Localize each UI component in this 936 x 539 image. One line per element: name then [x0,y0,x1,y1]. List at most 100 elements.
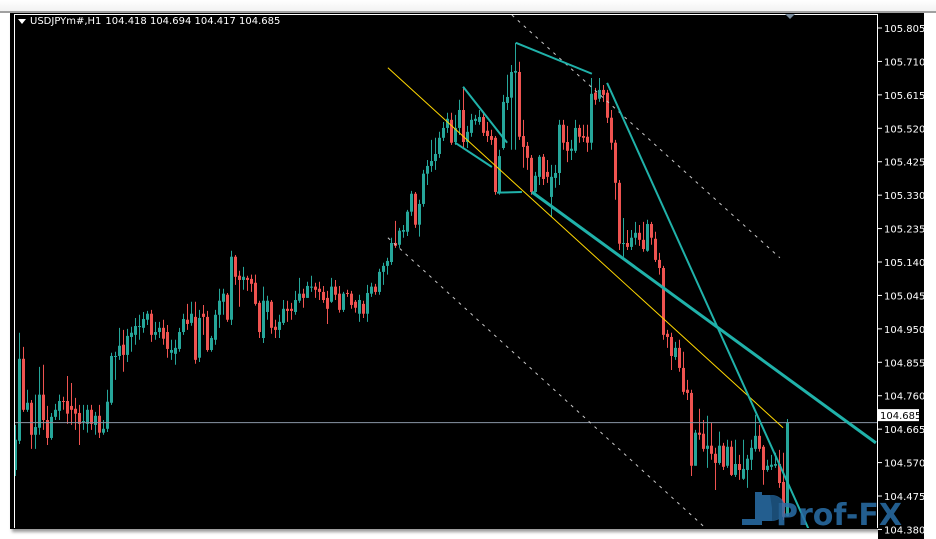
candle-body [490,136,493,140]
candle-body [574,127,577,151]
candle [598,77,601,102]
candle-body [58,401,61,411]
candle [682,351,685,395]
candle [666,329,669,348]
candle [726,439,729,468]
y-tick-label: 105.805 [884,24,925,35]
candle [530,155,533,195]
yellow-trendline[interactable] [387,67,784,429]
candle-body [674,347,677,358]
candle [310,275,313,292]
candle-body [478,117,481,122]
teal-trendline[interactable] [515,41,593,75]
candle-body [638,232,641,240]
candle [298,277,301,303]
candle-body [86,409,89,424]
chart-shift-marker-icon[interactable] [785,14,795,19]
candle-body [466,131,469,143]
candle [206,310,209,352]
candle-body [222,293,225,302]
candle [242,266,245,290]
candle-body [54,409,57,417]
candle [122,329,125,372]
teal-trendline[interactable] [454,141,493,168]
triangle-down-icon[interactable] [18,19,26,24]
candle-body [390,243,393,263]
candle [170,339,173,360]
candle [366,284,369,322]
candle [690,389,693,476]
candle-body [386,260,389,266]
candle-body [178,332,181,349]
candle-body [534,175,537,192]
dotted-channel-line[interactable] [511,15,781,259]
candle [142,311,145,333]
candle-body [15,439,17,470]
candle-body [278,321,281,330]
candle-body [242,276,245,280]
candle [82,404,85,430]
candle-body [134,326,137,335]
y-tick-label: 105.045 [884,291,925,302]
candle-body [690,392,693,466]
candle-body [46,420,49,438]
candle [126,328,129,362]
candle-body [646,224,649,251]
dotted-channel-line[interactable] [387,237,706,528]
candle-body [738,463,741,470]
candle-body [546,171,549,177]
candle-body [462,109,465,143]
candle-body [658,259,661,268]
candle-body [458,109,461,128]
candle-body [34,427,37,435]
candle-body [126,335,129,355]
teal-trendline[interactable] [497,190,522,194]
candle-body [470,119,473,133]
candle [642,221,645,252]
candle [762,444,765,485]
candle [522,119,525,168]
candle-body [782,481,785,517]
candle [582,124,585,143]
teal-trendline[interactable] [462,86,508,144]
teal-trendline[interactable] [606,82,810,532]
price-axis[interactable]: 105.805 105.710 105.615 105.520 105.425 105.3… [878,24,925,539]
candle [734,439,737,478]
candle [786,418,789,517]
candle-body [246,277,249,280]
candle [738,454,741,480]
candle-body [270,301,273,328]
candle [110,352,113,405]
candle-body [758,435,761,449]
candle-body [102,428,105,433]
candle-body [666,333,669,337]
candle [150,309,153,342]
y-tick-label: 104.665 [884,425,925,436]
candle-body [566,142,569,151]
candle-body [450,119,453,143]
candle-body [442,127,445,138]
candle [402,225,405,238]
candle [294,290,297,315]
candle-body [30,402,33,435]
candle-body [766,465,769,470]
candle-body [234,256,237,277]
candle [662,265,665,340]
candle-body [734,463,737,475]
candle-body [786,422,789,517]
candle [274,319,277,339]
candle-body [22,358,25,410]
candle [570,139,573,160]
candle-body [662,267,665,335]
candle [442,121,445,141]
chart-window[interactable] [10,13,924,529]
candle [434,137,437,170]
teal-trendline[interactable] [531,190,877,445]
candle-body [182,319,185,333]
candle [686,379,689,400]
candle [90,404,93,430]
candle [162,319,165,345]
candle-body [62,401,65,403]
candle [354,300,357,313]
